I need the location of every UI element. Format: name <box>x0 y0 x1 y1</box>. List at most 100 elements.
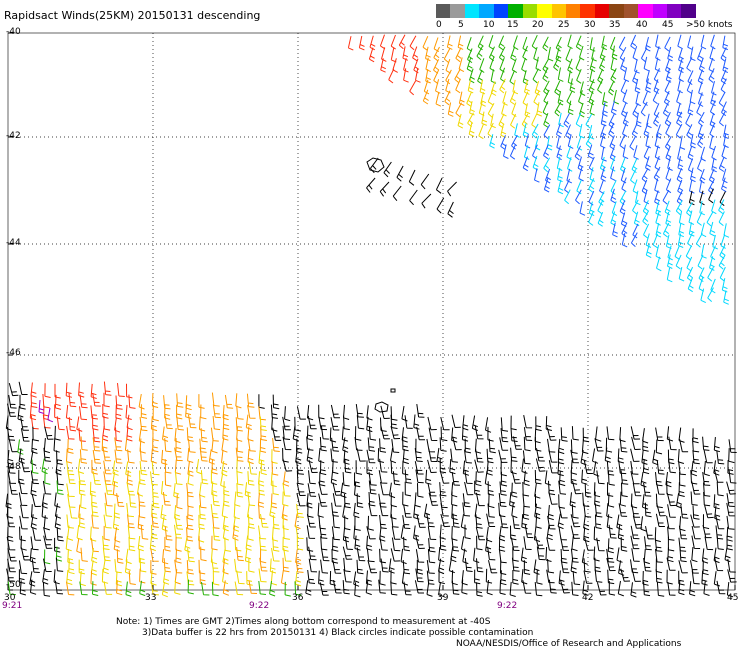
legend-label-45: 45 <box>662 20 674 30</box>
wind-barb <box>128 570 136 585</box>
wind-barb <box>560 548 568 564</box>
wind-barb <box>102 558 109 575</box>
wind-barb <box>690 460 698 477</box>
wind-barb <box>511 470 521 484</box>
wind-barb <box>92 428 101 443</box>
wind-barb <box>535 416 542 432</box>
wind-barb <box>452 436 462 451</box>
wind-barb <box>402 436 409 452</box>
island-outline <box>390 388 396 393</box>
wind-barb <box>258 505 266 520</box>
wind-barb <box>664 79 671 95</box>
wind-barb <box>523 504 530 520</box>
wind-barb <box>690 560 699 574</box>
wind-barb <box>544 470 552 486</box>
wind-barb <box>563 112 570 128</box>
wind-barb <box>402 448 409 465</box>
wind-barb <box>7 403 17 417</box>
wind-barb <box>667 547 674 563</box>
wind-barb <box>582 427 590 443</box>
wind-barb <box>703 491 711 507</box>
wind-barb <box>620 568 631 582</box>
wind-barb <box>622 144 629 160</box>
wind-barb <box>66 569 73 585</box>
wind-barb <box>727 558 736 573</box>
wind-barb <box>685 245 693 260</box>
wind-barb <box>344 458 352 474</box>
wind-barb <box>440 426 448 442</box>
wind-barb <box>587 144 594 160</box>
wind-barb <box>510 459 517 475</box>
wind-barb <box>690 491 698 506</box>
wind-barb <box>414 448 423 462</box>
wind-barb <box>30 514 37 530</box>
wind-barb <box>415 68 421 83</box>
wind-barb <box>699 200 705 216</box>
wind-barb <box>679 547 687 563</box>
wind-barb <box>415 469 424 484</box>
wind-barb <box>92 415 99 431</box>
wind-barb <box>236 458 243 474</box>
wind-barb <box>588 79 595 94</box>
wind-barb <box>664 111 671 127</box>
wind-barb <box>469 101 475 116</box>
wind-barb <box>570 439 578 454</box>
wind-barb <box>212 514 220 529</box>
wind-barb <box>380 426 390 440</box>
wind-barb <box>139 557 147 573</box>
legend-label-20: 20 <box>532 20 544 30</box>
wind-barb <box>66 483 75 497</box>
wind-barb <box>589 37 596 52</box>
wind-barb <box>356 415 365 430</box>
wind-barb <box>164 459 172 474</box>
wind-barb <box>320 460 327 476</box>
wind-barb <box>718 92 726 107</box>
wind-barb <box>78 559 86 575</box>
wind-barb <box>30 536 39 551</box>
wind-barb <box>555 47 562 62</box>
wind-barb <box>557 90 564 106</box>
wind-barb <box>498 35 505 51</box>
wind-barb <box>198 535 206 551</box>
wind-barb <box>645 243 652 259</box>
wind-barb <box>391 439 400 453</box>
wind-barb <box>500 471 508 487</box>
wind-barb <box>381 47 387 62</box>
wind-barb <box>104 502 113 517</box>
wind-barb <box>576 135 583 151</box>
wind-barb <box>640 516 647 532</box>
wind-barb <box>296 535 304 551</box>
wind-barb <box>680 504 689 519</box>
lat-label-40: -40 <box>6 27 21 37</box>
legend-swatch <box>537 4 552 18</box>
wind-barb <box>462 502 471 517</box>
wind-barb <box>546 537 556 551</box>
wind-barb <box>78 382 85 398</box>
wind-barb <box>641 167 649 183</box>
wind-barb <box>707 287 714 302</box>
wind-barb <box>548 579 557 594</box>
wind-barb <box>269 558 277 574</box>
wind-barb <box>125 581 132 597</box>
wind-barb <box>640 47 648 63</box>
wind-barb <box>244 547 252 564</box>
wind-barb <box>439 470 450 484</box>
wind-barb <box>588 210 594 226</box>
wind-barb <box>80 494 87 510</box>
wind-barb <box>428 427 438 441</box>
wind-barb <box>330 417 340 431</box>
wind-barb <box>642 91 648 106</box>
wind-barb <box>678 210 685 226</box>
wind-barb <box>585 113 593 129</box>
wind-barb <box>475 448 484 463</box>
wind-barb <box>353 571 360 587</box>
wind-barb <box>234 558 242 573</box>
wind-barb <box>367 560 378 574</box>
wind-barb <box>709 122 716 138</box>
wind-barb <box>689 581 696 597</box>
wind-barb <box>433 46 440 62</box>
wind-barb <box>67 494 76 508</box>
wind-barb <box>347 36 354 51</box>
wind-barb <box>222 580 229 596</box>
wind-barb <box>246 393 255 408</box>
